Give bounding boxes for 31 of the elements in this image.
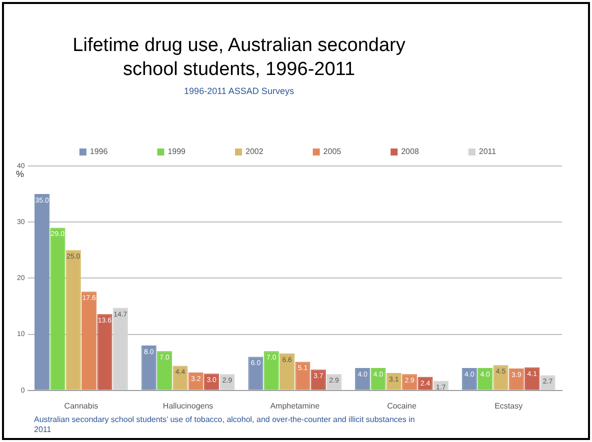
bar <box>248 356 264 390</box>
bar <box>82 292 97 390</box>
x-tick-label: Cannabis <box>64 401 98 410</box>
legend-label: 1996 <box>90 147 108 156</box>
legend-label: 2011 <box>478 147 497 156</box>
x-tick-label: Hallucinogens <box>162 401 214 410</box>
bar <box>493 365 508 390</box>
bar <box>112 308 128 390</box>
bar <box>157 351 172 390</box>
x-tick-label: Cocaine <box>387 401 417 410</box>
bar <box>141 346 156 390</box>
bar <box>295 362 310 390</box>
text: Australian secondary school students’ use of tobacco, alcohol, and over-the-counter and illicit substances in 2011 <box>34 415 416 435</box>
legend-label: 2005 <box>323 147 342 156</box>
bar <box>50 228 66 390</box>
chart-subtitle: 1996-2011 ASSAD Surveys <box>183 86 295 96</box>
legend-label: 2002 <box>246 147 264 156</box>
bar <box>97 314 112 390</box>
legend-label: 2008 <box>401 147 420 156</box>
bar <box>370 368 386 390</box>
bar <box>524 367 540 390</box>
bar <box>280 353 295 390</box>
bar <box>172 366 188 390</box>
bar <box>66 250 81 390</box>
legend-label: 1999 <box>168 147 186 156</box>
x-tick-label: Ecstasy <box>494 401 523 410</box>
x-tick-label: Amphetamine <box>270 401 320 410</box>
y-axis-title: % <box>16 168 24 179</box>
bar <box>34 194 50 390</box>
bar <box>264 351 279 390</box>
chart-title: Lifetime drug use, Australian secondary school students, 1996-2011 <box>72 34 406 82</box>
